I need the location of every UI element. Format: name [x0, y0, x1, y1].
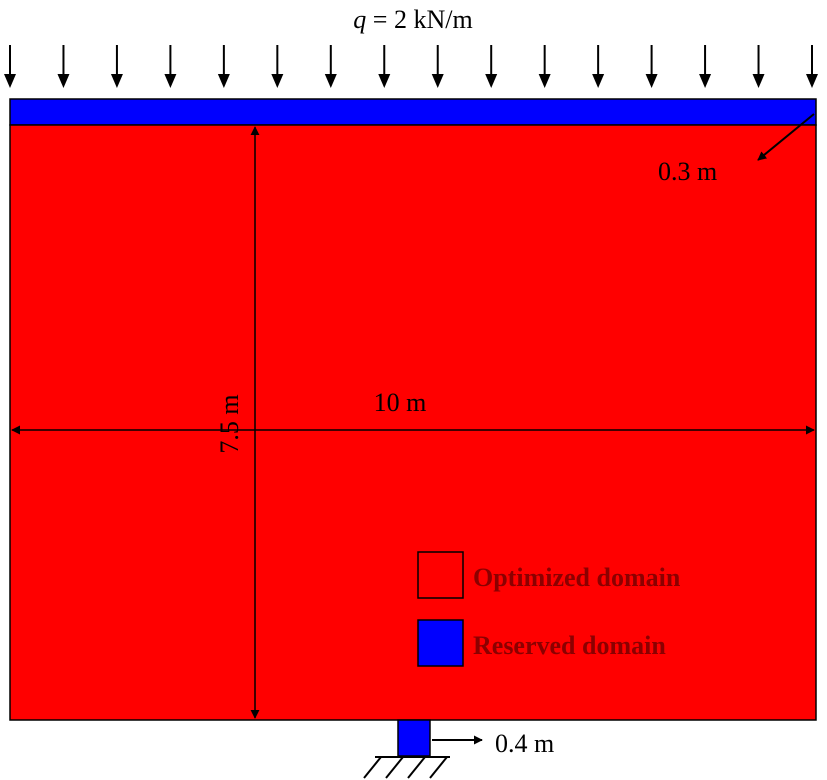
support: 0.4 m: [363, 719, 554, 779]
load-arrow-head: [752, 74, 765, 88]
load-label: q = 2 kN/m: [353, 5, 472, 34]
load-arrow-head: [57, 74, 70, 88]
legend-reserved-label: Reserved domain: [473, 631, 666, 660]
legend: Optimized domain Reserved domain: [417, 551, 681, 667]
legend-optimized-label: Optimized domain: [473, 563, 681, 592]
load-arrow-head: [217, 74, 230, 88]
load-arrow-head: [806, 74, 818, 88]
support-width-label: 0.4 m: [495, 729, 554, 758]
load-value: = 2 kN/m: [366, 5, 472, 34]
thickness-arrow: [757, 113, 815, 161]
legend-optimized-swatch: [417, 551, 464, 599]
load-arrow-head: [324, 74, 337, 88]
reserved-thickness-label: 0.3 m: [658, 157, 717, 186]
load-symbol: q: [353, 5, 366, 34]
load-arrow-head: [110, 74, 123, 88]
load-arrow-head: [645, 74, 658, 88]
width-label: 10 m: [374, 388, 427, 417]
load-arrow-head: [378, 74, 391, 88]
load-arrow-head: [271, 74, 284, 88]
load-arrow-head: [485, 74, 498, 88]
load-arrow-head: [699, 74, 712, 88]
load-arrow-head: [592, 74, 605, 88]
load-arrow-head: [4, 74, 16, 88]
reserved-top-layer: [9, 98, 817, 126]
height-label: 7.5 m: [215, 394, 244, 453]
distributed-load-arrows: [4, 45, 818, 88]
legend-reserved-swatch: [417, 619, 464, 667]
support-hatching: [363, 756, 448, 779]
optimized-domain: [9, 124, 817, 721]
support-block: [397, 719, 431, 757]
load-arrow-head: [538, 74, 551, 88]
load-arrow-head: [431, 74, 444, 88]
load-arrow-head: [164, 74, 177, 88]
